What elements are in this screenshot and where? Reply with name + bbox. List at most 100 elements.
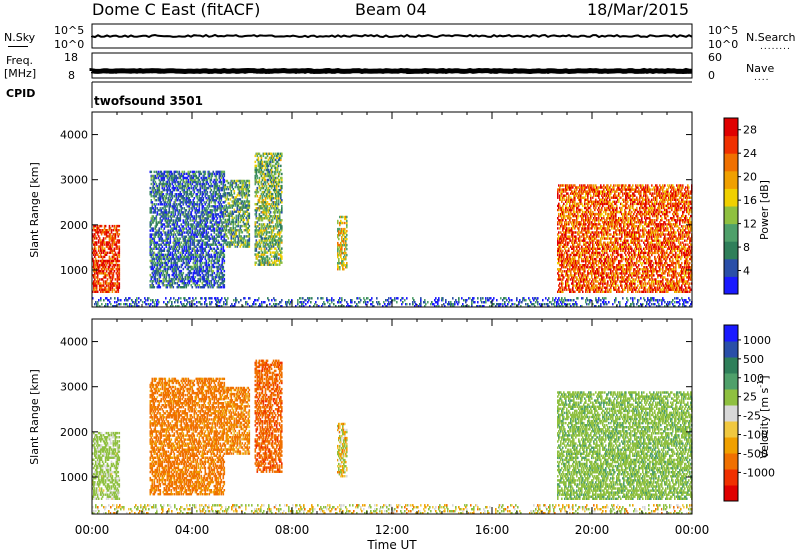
range-cell — [249, 225, 251, 227]
range-cell — [109, 225, 111, 227]
range-cell — [566, 197, 568, 199]
range-cell — [573, 207, 575, 209]
range-cell — [272, 193, 274, 195]
range-cell — [261, 155, 263, 157]
range-cell — [168, 236, 170, 238]
range-cell — [178, 280, 180, 282]
range-cell — [221, 254, 223, 256]
range-cell — [119, 268, 121, 270]
range-cell — [106, 284, 108, 286]
range-cell — [271, 259, 273, 261]
range-cell — [576, 276, 578, 278]
range-cell — [564, 270, 566, 272]
range-cell — [219, 236, 221, 238]
range-cell — [271, 247, 273, 249]
range-cell — [153, 227, 155, 229]
range-cell — [277, 264, 279, 266]
range-cell — [216, 233, 218, 235]
range-cell — [212, 209, 214, 211]
range-cell — [198, 280, 200, 282]
range-cell — [203, 193, 205, 195]
range-cell — [259, 177, 261, 179]
range-cell — [576, 264, 578, 266]
range-cell — [115, 278, 117, 280]
range-cell — [242, 225, 244, 227]
range-cell — [107, 252, 109, 254]
range-cell — [274, 155, 276, 157]
range-cell — [225, 192, 227, 194]
range-cell — [115, 258, 117, 260]
range-cell — [564, 246, 566, 248]
range-time-plots: 1000200030004000 Slant Range [km] 100020… — [0, 0, 800, 554]
range-cell — [259, 181, 261, 183]
range-cell — [249, 200, 251, 202]
range-cell — [281, 205, 283, 207]
range-cell — [256, 165, 258, 167]
range-cell — [228, 237, 230, 239]
range-cell — [194, 215, 196, 217]
range-cell — [190, 227, 192, 229]
range-cell — [159, 185, 161, 187]
range-cell — [236, 215, 238, 217]
range-cell — [190, 246, 192, 248]
range-cell — [233, 213, 235, 215]
range-cell — [270, 211, 272, 213]
range-cell — [154, 286, 156, 288]
range-cell — [346, 216, 348, 218]
range-cell — [186, 246, 188, 248]
range-cell — [107, 278, 109, 280]
range-cell — [170, 236, 172, 238]
range-cell — [258, 191, 260, 193]
range-cell — [188, 179, 190, 181]
range-cell — [256, 247, 258, 249]
range-cell — [214, 227, 216, 229]
range-cell — [281, 177, 283, 179]
range-cell — [211, 189, 213, 191]
range-cell — [209, 175, 211, 177]
range-cell — [110, 264, 112, 266]
range-cell — [562, 270, 564, 272]
range-cell — [211, 233, 213, 235]
range-cell — [562, 250, 564, 252]
freq-strip-frame — [92, 53, 692, 78]
range-cell — [570, 291, 572, 293]
range-cell — [96, 287, 98, 289]
range-cell — [167, 270, 169, 272]
range-cell — [164, 227, 166, 229]
range-cell — [183, 201, 185, 203]
range-cell — [228, 182, 230, 184]
range-cell — [560, 287, 562, 289]
range-cell — [566, 264, 568, 266]
range-cell — [221, 181, 223, 183]
range-cell — [568, 278, 570, 280]
range-cell — [206, 260, 208, 262]
range-cell — [234, 190, 236, 192]
range-cell — [244, 235, 246, 237]
range-cell — [564, 215, 566, 217]
range-cell — [200, 280, 202, 282]
range-cell — [162, 219, 164, 221]
range-cell — [96, 284, 98, 286]
range-cell — [184, 171, 186, 173]
range-cell — [208, 183, 210, 185]
range-cell — [101, 225, 103, 227]
range-cell — [184, 262, 186, 264]
range-cell — [202, 262, 204, 264]
range-cell — [103, 291, 105, 293]
range-cell — [257, 221, 259, 223]
range-cell — [228, 225, 230, 227]
range-cell — [281, 251, 283, 253]
range-cell — [172, 193, 174, 195]
range-cell — [182, 246, 184, 248]
range-cell — [232, 194, 234, 196]
range-cell — [204, 183, 206, 185]
range-cell — [114, 248, 116, 250]
range-cell — [115, 264, 117, 266]
range-cell — [106, 264, 108, 266]
range-cell — [264, 223, 266, 225]
range-cell — [112, 287, 114, 289]
range-cell — [222, 262, 224, 264]
range-cell — [217, 217, 219, 219]
range-cell — [569, 235, 571, 237]
range-cell — [245, 196, 247, 198]
